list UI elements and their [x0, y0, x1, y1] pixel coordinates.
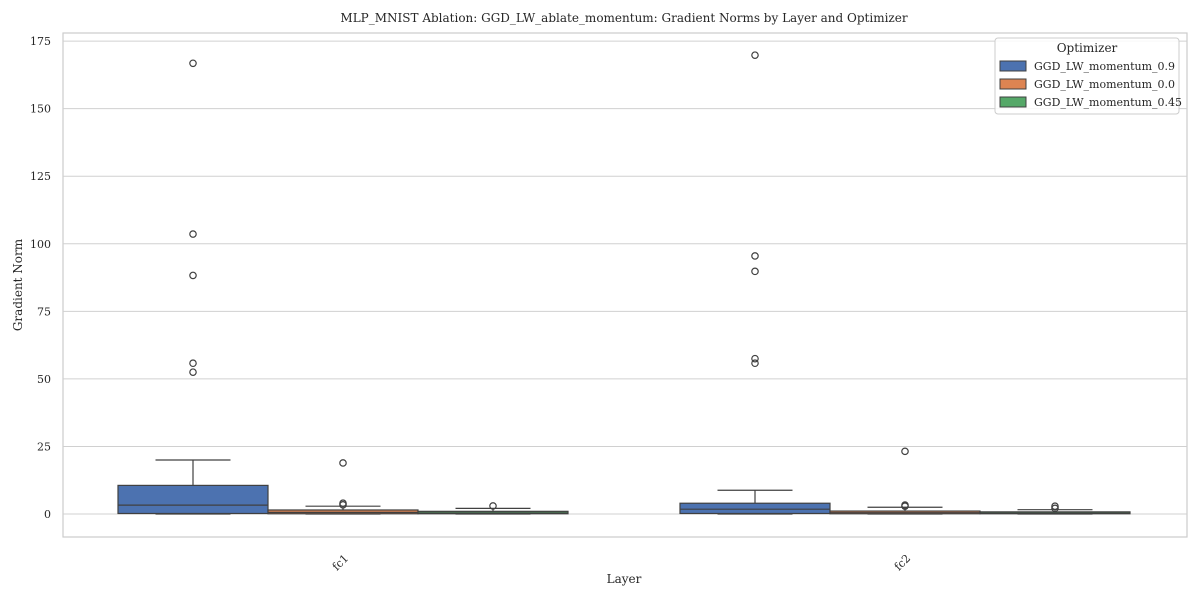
outlier-point	[751, 267, 759, 276]
y-tick-label: 50	[37, 373, 51, 386]
x-tick-label: fc1	[330, 552, 351, 573]
y-axis-ticks: 0 25 50 75 100 125 150 175	[30, 35, 51, 521]
outlier-point	[189, 271, 197, 280]
outlier-point	[751, 51, 759, 59]
chart-title: MLP_MNIST Ablation: GGD_LW_ablate_moment…	[340, 11, 907, 25]
y-axis-label: Gradient Norm	[11, 238, 25, 331]
y-tick-label: 75	[37, 305, 51, 318]
box-group	[417, 502, 569, 515]
boxes	[117, 51, 1131, 515]
legend-label: GGD_LW_momentum_0.45	[1034, 96, 1182, 109]
y-tick-label: 0	[44, 508, 51, 521]
outlier-point	[189, 230, 197, 238]
x-axis-ticks: fc1 fc2	[330, 552, 913, 573]
outlier-point	[901, 501, 909, 509]
outlier-point	[189, 359, 197, 368]
x-tick-label: fc2	[892, 552, 913, 573]
outlier-point	[339, 459, 347, 467]
outlier-point	[339, 499, 347, 508]
box-iqr	[679, 502, 831, 515]
outlier-point	[751, 359, 759, 368]
outlier-point	[1051, 504, 1059, 513]
outlier-point	[751, 354, 759, 363]
outlier-point	[751, 252, 759, 260]
y-tick-label: 100	[30, 238, 51, 251]
legend-title: Optimizer	[1057, 41, 1118, 55]
outlier-point	[489, 502, 497, 510]
outlier-point	[1051, 502, 1059, 510]
outlier-point	[189, 59, 197, 68]
y-tick-label: 150	[30, 103, 51, 116]
box-group	[679, 51, 831, 515]
legend-label: GGD_LW_momentum_0.9	[1034, 60, 1175, 73]
box-iqr	[117, 484, 269, 515]
legend-swatch	[999, 60, 1027, 72]
box-group	[979, 502, 1131, 515]
y-tick-label: 125	[30, 170, 51, 183]
y-tick-label: 175	[30, 35, 51, 48]
x-axis-label: Layer	[607, 572, 642, 586]
legend-items: GGD_LW_momentum_0.9 GGD_LW_momentum_0.0 GG…	[999, 60, 1182, 109]
legend-label: GGD_LW_momentum_0.0	[1034, 78, 1175, 91]
y-tick-label: 25	[37, 440, 51, 453]
legend-swatch	[999, 78, 1027, 90]
legend-frame	[994, 37, 1180, 115]
plot-area	[62, 32, 1188, 538]
legend-swatch	[999, 96, 1027, 108]
box-group	[117, 59, 269, 515]
outlier-point	[901, 447, 909, 456]
legend: Optimizer GGD_LW_momentum_0.9GGD_LW_mome…	[994, 37, 1182, 115]
outlier-point	[189, 368, 197, 376]
